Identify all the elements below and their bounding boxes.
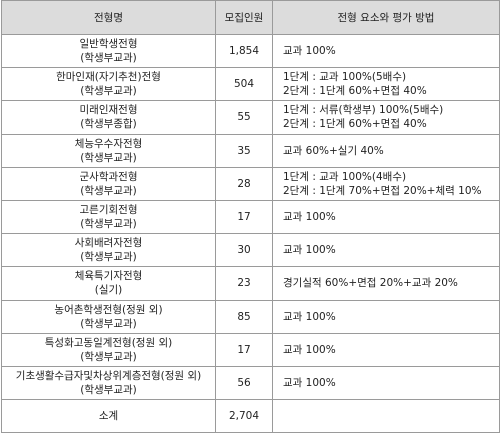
table-row: 고른기회전형 (학생부교과) 17 교과 100% <box>1 199 500 235</box>
evaluation-method-line: 교과 100% <box>283 211 336 224</box>
admission-type-category: (학생부교과) <box>80 184 137 197</box>
evaluation-method-line: 2단계 : 1단계 60%+면접 40% <box>283 85 427 98</box>
quota-cell: 504 <box>215 67 273 102</box>
admission-type-cell: 농어촌학생전형(정원 외) (학생부교과) <box>1 299 216 334</box>
admission-type-name: 한마인재(자기추천)전형 <box>56 71 161 84</box>
admission-type-category: (학생부종합) <box>80 118 137 131</box>
quota-cell: 17 <box>215 199 273 235</box>
table-row: 기초생활수급자및차상위계층전형(정원 외) (학생부교과) 56 교과 100% <box>1 365 500 401</box>
table-header-row: 전형명 모집인원 전형 요소와 평가 방법 <box>1 0 500 35</box>
quota-cell: 55 <box>215 100 273 135</box>
admission-type-cell: 미래인재전형 (학생부종합) <box>1 100 216 135</box>
table-row: 사회배려자전형 (학생부교과) 30 교과 100% <box>1 233 500 268</box>
admission-type-category: (학생부교과) <box>80 85 137 98</box>
table-row: 군사학과전형 (학생부교과) 28 1단계 : 교과 100%(4배수) 2단계 : 1… <box>1 166 500 201</box>
evaluation-method-line: 교과 100% <box>283 376 336 389</box>
quota-cell: 35 <box>215 133 273 168</box>
evaluation-method-cell: 교과 100% <box>272 365 500 401</box>
admission-type-category: (학생부교과) <box>80 383 137 396</box>
table-row: 한마인재(자기추천)전형 (학생부교과) 504 1단계 : 교과 100%(5배수)… <box>1 67 500 102</box>
evaluation-method-cell: 경기실적 60%+면접 20%+교과 20% <box>272 266 500 301</box>
admission-type-name: 특성화고동일계전형(정원 외) <box>44 336 173 349</box>
quota-cell: 28 <box>215 166 273 201</box>
admission-type-cell: 한마인재(자기추천)전형 (학생부교과) <box>1 67 216 102</box>
evaluation-method-cell: 1단계 : 서류(학생부) 100%(5배수) 2단계 : 1단계 60%+면접 … <box>272 100 500 135</box>
evaluation-method-line: 2단계 : 1단계 70%+면접 20%+체력 10% <box>283 184 482 197</box>
quota-cell: 17 <box>215 332 273 367</box>
evaluation-method-line: 교과 100% <box>283 343 336 356</box>
admission-type-category: (학생부교과) <box>80 218 137 231</box>
evaluation-method-line: 1단계 : 교과 100%(5배수) <box>283 71 407 84</box>
evaluation-method-cell: 1단계 : 교과 100%(4배수) 2단계 : 1단계 70%+면접 20%+체… <box>272 166 500 201</box>
evaluation-method-line: 경기실적 60%+면접 20%+교과 20% <box>283 277 458 290</box>
evaluation-method-cell: 교과 100% <box>272 233 500 268</box>
evaluation-method-cell: 교과 100% <box>272 199 500 235</box>
quota-cell: 1,854 <box>215 33 273 69</box>
table-row: 농어촌학생전형(정원 외) (학생부교과) 85 교과 100% <box>1 299 500 334</box>
admission-type-cell: 체능우수자전형 (학생부교과) <box>1 133 216 168</box>
admission-type-cell: 사회배려자전형 (학생부교과) <box>1 233 216 268</box>
evaluation-method-cell: 교과 100% <box>272 33 500 69</box>
admission-type-category: (학생부교과) <box>80 317 137 330</box>
table-row: 특성화고동일계전형(정원 외) (학생부교과) 17 교과 100% <box>1 332 500 367</box>
table-row: 미래인재전형 (학생부종합) 55 1단계 : 서류(학생부) 100%(5배수) 2단… <box>1 100 500 135</box>
admission-type-category: (학생부교과) <box>80 251 137 264</box>
admission-type-name: 농어촌학생전형(정원 외) <box>54 303 163 316</box>
table-row: 체육특기자전형 (실기) 23 경기실적 60%+면접 20%+교과 20% <box>1 266 500 301</box>
admission-type-name: 군사학과전형 <box>79 170 138 183</box>
admission-type-category: (학생부교과) <box>80 52 137 65</box>
total-row: 소계 2,704 <box>1 399 500 434</box>
evaluation-method-cell: 교과 100% <box>272 332 500 367</box>
table-body: 일반학생전형 (학생부교과) 1,854 교과 100% 한마인재(자기추천)전형 (학생… <box>1 33 500 434</box>
admission-type-name: 사회배려자전형 <box>74 237 143 250</box>
admission-type-name: 체능우수자전형 <box>74 137 143 150</box>
admission-type-cell: 고른기회전형 (학생부교과) <box>1 199 216 235</box>
evaluation-method-cell: 1단계 : 교과 100%(5배수) 2단계 : 1단계 60%+면접 40% <box>272 67 500 102</box>
total-label: 소계 <box>1 399 216 434</box>
table-row: 체능우수자전형 (학생부교과) 35 교과 60%+실기 40% <box>1 133 500 168</box>
evaluation-method-cell: 교과 60%+실기 40% <box>272 133 500 168</box>
evaluation-method-line: 교과 100% <box>283 45 336 58</box>
total-count: 2,704 <box>215 399 273 434</box>
evaluation-method-line: 1단계 : 서류(학생부) 100%(5배수) <box>283 104 444 117</box>
admission-type-cell: 체육특기자전형 (실기) <box>1 266 216 301</box>
header-evaluation-method: 전형 요소와 평가 방법 <box>272 0 500 35</box>
admission-type-name: 고른기회전형 <box>79 204 138 217</box>
total-method <box>272 399 500 434</box>
admission-type-cell: 군사학과전형 (학생부교과) <box>1 166 216 201</box>
header-admission-type: 전형명 <box>1 0 216 35</box>
admission-type-category: (학생부교과) <box>80 350 137 363</box>
admission-type-name: 체육특기자전형 <box>74 270 143 283</box>
evaluation-method-line: 교과 100% <box>283 244 336 257</box>
quota-cell: 56 <box>215 365 273 401</box>
admission-type-name: 기초생활수급자및차상위계층전형(정원 외) <box>15 369 202 382</box>
evaluation-method-cell: 교과 100% <box>272 299 500 334</box>
table-row: 일반학생전형 (학생부교과) 1,854 교과 100% <box>1 33 500 69</box>
evaluation-method-line: 1단계 : 교과 100%(4배수) <box>283 170 407 183</box>
header-quota: 모집인원 <box>215 0 273 35</box>
admission-type-category: (실기) <box>94 284 123 297</box>
quota-cell: 85 <box>215 299 273 334</box>
evaluation-method-line: 교과 100% <box>283 310 336 323</box>
admission-type-cell: 특성화고동일계전형(정원 외) (학생부교과) <box>1 332 216 367</box>
quota-cell: 23 <box>215 266 273 301</box>
admission-type-name: 미래인재전형 <box>79 104 138 117</box>
admission-type-name: 일반학생전형 <box>79 38 138 51</box>
quota-cell: 30 <box>215 233 273 268</box>
admission-type-cell: 일반학생전형 (학생부교과) <box>1 33 216 69</box>
evaluation-method-line: 교과 60%+실기 40% <box>283 144 384 157</box>
admission-type-cell: 기초생활수급자및차상위계층전형(정원 외) (학생부교과) <box>1 365 216 401</box>
evaluation-method-line: 2단계 : 1단계 60%+면접 40% <box>283 118 427 131</box>
admission-type-category: (학생부교과) <box>80 151 137 164</box>
